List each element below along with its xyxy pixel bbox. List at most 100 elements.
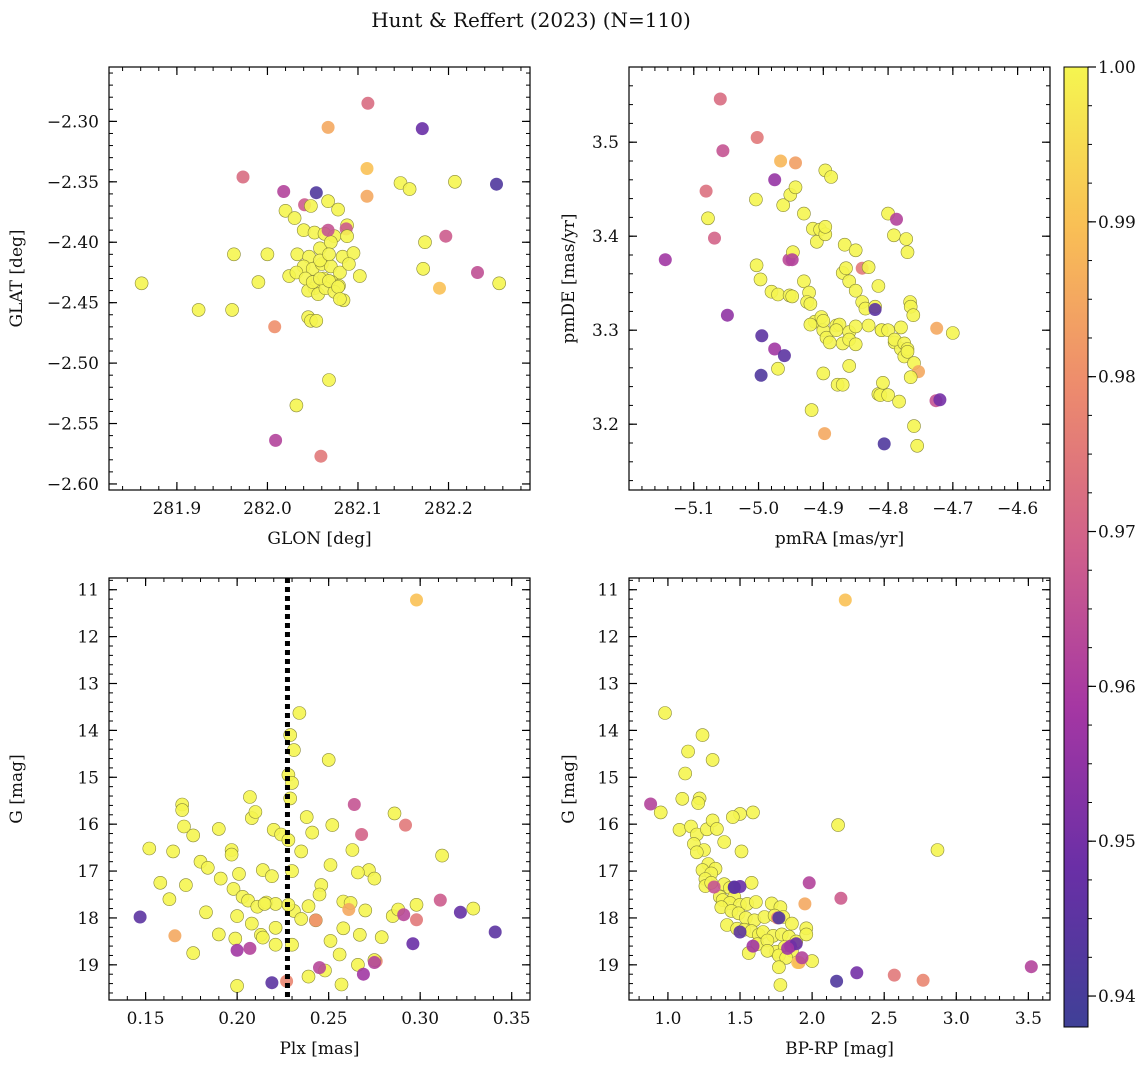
plx-g-point (248, 805, 263, 819)
plx-g-y-tick-label: 13 (77, 675, 99, 695)
plx-g-point (435, 848, 449, 863)
glon-glat-y-tick-label: −2.60 (47, 475, 99, 495)
cmd-x-tick-label: 3.5 (1015, 1009, 1042, 1029)
plx-g-point (367, 871, 382, 886)
plx-g-point (406, 937, 420, 951)
pm-point (881, 323, 895, 338)
cmd-point (795, 951, 809, 965)
colorbar-tick-label: 1.00 (1098, 58, 1136, 78)
plx-g-point (410, 593, 423, 607)
glon-glat-point (360, 189, 374, 203)
plx-g-point (201, 860, 215, 875)
cmd-y-tick-label: 11 (597, 581, 619, 601)
plx-g-point (325, 818, 340, 832)
cmd-point (691, 796, 706, 810)
plx-g-point (433, 893, 447, 907)
plx-g-point (212, 822, 226, 836)
cmd-point (772, 911, 786, 925)
plx-g-point (301, 969, 316, 984)
pm-point (822, 335, 837, 350)
glon-glat-point (415, 122, 429, 136)
pm-point (804, 403, 819, 417)
plx-g-point (228, 931, 243, 946)
pm-y-tick-label: 3.2 (592, 415, 619, 435)
pm-point (837, 237, 852, 252)
cmd-point (838, 593, 852, 607)
pm-x-axis-label: pmRA [mas/yr] (775, 529, 904, 549)
plx-g-point (257, 897, 272, 911)
pm-point (749, 258, 764, 273)
cmd-point (644, 797, 658, 811)
cmd-x-tick-label: 3.0 (943, 1009, 970, 1029)
plx-g-point (199, 905, 213, 920)
plx-g-x-axis-label: Plx [mas] (279, 1039, 359, 1059)
plx-g-point (265, 869, 279, 884)
glon-glat-x-tick-label: 282.0 (243, 499, 292, 519)
glon-glat-x-tick-label: 282.1 (334, 499, 383, 519)
pm-x-tick-label: −4.7 (932, 499, 973, 519)
plx-g-x-tick-label: 0.35 (493, 1009, 531, 1029)
pm-point (887, 228, 901, 243)
pm-point (750, 131, 764, 144)
plx-g-point (179, 878, 193, 892)
plx-g-panel: 0.15 0.20 0.25 0.30 0.35 11 12 13 14 15 16 17 18 19 Pl… (7, 577, 531, 1059)
pm-frame (628, 66, 1051, 491)
colorbar-tick-label: 0.97 (1098, 523, 1136, 543)
pm-x-tick-label: −4.9 (803, 499, 844, 519)
cmd-point (799, 927, 814, 942)
cmd-point (772, 960, 786, 975)
plx-g-point (323, 858, 338, 872)
plx-g-point (166, 844, 180, 859)
glon-glat-point (251, 275, 266, 289)
pm-point (771, 361, 785, 376)
cmd-point (695, 728, 710, 742)
plx-g-point (374, 930, 389, 945)
pm-point (903, 370, 918, 385)
pm-point (910, 438, 925, 453)
pm-point (824, 170, 838, 184)
plx-g-point (255, 930, 270, 945)
pm-point (749, 192, 763, 207)
cmd-point (658, 706, 672, 720)
colorbar-tick-label: 0.94 (1098, 987, 1136, 1007)
cmd-point (744, 875, 759, 890)
plx-g-y-tick-label: 11 (77, 581, 99, 601)
glon-glat-point (260, 247, 275, 262)
plx-g-point (305, 825, 320, 840)
glon-glat-point (287, 211, 302, 225)
pm-point (877, 437, 891, 451)
pm-point (871, 279, 886, 293)
pm-point (716, 144, 730, 158)
plx-g-point (321, 753, 336, 767)
plx-g-point (142, 841, 157, 856)
pm-y-tick-label: 3.3 (592, 321, 619, 341)
plx-g-point (410, 913, 423, 927)
glon-glat-point (134, 276, 149, 291)
cmd-point (746, 805, 760, 820)
pm-y-axis-label: pmDE [mas/yr] (559, 213, 579, 343)
pm-points (658, 92, 960, 453)
glon-glat-point (331, 280, 345, 294)
cmd-point (705, 753, 720, 767)
pm-point (777, 349, 791, 363)
glon-glat-point (304, 199, 318, 213)
pm-point (816, 313, 831, 328)
pm-point (713, 92, 727, 106)
plx-g-point (230, 909, 244, 923)
plx-g-point (245, 916, 259, 931)
pm-point (881, 388, 895, 402)
cmd-y-tick-label: 16 (597, 815, 619, 835)
pm-point (848, 319, 863, 334)
pm-panel: −5.1 −5.0 −4.9 −4.8 −4.7 −4.6 3.2 3.3 3.4 3.5 pmRA… (559, 66, 1051, 549)
cmd-point (834, 891, 848, 905)
glon-glat-point (278, 204, 293, 218)
plx-g-point (232, 867, 246, 881)
colorbar-tick-label: 0.98 (1098, 368, 1136, 388)
plx-g-point (488, 925, 502, 939)
pm-point (708, 231, 721, 245)
pm-point (774, 154, 788, 168)
cmd-point (734, 844, 749, 859)
cmd-point (707, 880, 721, 894)
plx-g-x-tick-label: 0.15 (127, 1009, 165, 1029)
